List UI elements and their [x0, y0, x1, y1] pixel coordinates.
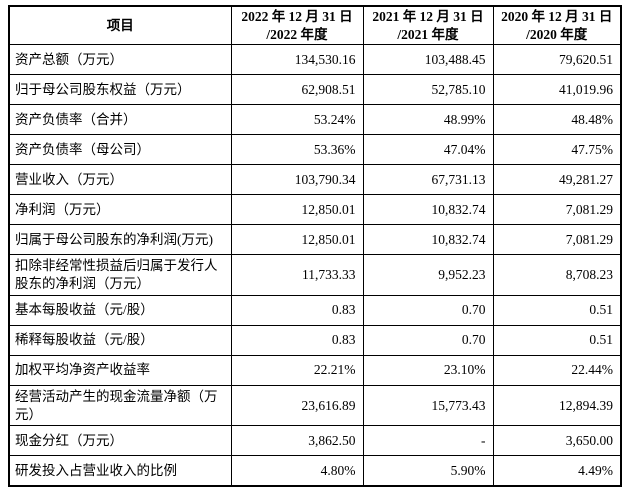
cell-value: 62,908.51: [230, 74, 364, 106]
cell-value: 52,785.10: [362, 74, 494, 106]
cell-value: 0.70: [362, 294, 494, 326]
table-row: 扣除非经常性损益后归属于发行人股东的净利润（万元） 11,733.33 9,95…: [8, 254, 622, 296]
row-label: 经营活动产生的现金流量净额（万元）: [8, 384, 232, 427]
cell-value: 47.75%: [492, 134, 622, 166]
cell-value: 67,731.13: [362, 164, 494, 196]
cell-value: 0.70: [362, 324, 494, 356]
row-label: 资产总额（万元）: [8, 44, 232, 76]
cell-value: 7,081.29: [492, 194, 622, 226]
row-label: 基本每股收益（元/股）: [8, 294, 232, 326]
row-label: 现金分红（万元）: [8, 425, 232, 457]
cell-value: 0.83: [230, 294, 364, 326]
table-row: 资产负债率（母公司） 53.36% 47.04% 47.75%: [8, 134, 622, 166]
row-label: 归于母公司股东权益（万元）: [8, 74, 232, 106]
cell-value: 53.36%: [230, 134, 364, 166]
row-label: 资产负债率（母公司）: [8, 134, 232, 166]
cell-value: 79,620.51: [492, 44, 622, 76]
cell-value: 48.99%: [362, 104, 494, 136]
table-row: 研发投入占营业收入的比例 4.80% 5.90% 4.49%: [8, 455, 622, 487]
row-label: 稀释每股收益（元/股）: [8, 324, 232, 356]
cell-value: 0.51: [492, 294, 622, 326]
cell-value: 10,832.74: [362, 224, 494, 256]
row-label: 资产负债率（合并）: [8, 104, 232, 136]
cell-value: 47.04%: [362, 134, 494, 166]
column-header-item: 项目: [8, 5, 232, 46]
table-row: 营业收入（万元） 103,790.34 67,731.13 49,281.27: [8, 164, 622, 196]
header-row: 项目 2022 年 12 月 31 日 /2022 年度 2021 年 12 月…: [8, 5, 622, 46]
cell-value: 22.44%: [492, 354, 622, 386]
cell-value: 41,019.96: [492, 74, 622, 106]
cell-value: 12,894.39: [492, 384, 622, 427]
cell-value: 22.21%: [230, 354, 364, 386]
table-row: 经营活动产生的现金流量净额（万元） 23,616.89 15,773.43 12…: [8, 384, 622, 427]
cell-value: 11,733.33: [230, 254, 364, 296]
cell-value: 4.80%: [230, 455, 364, 487]
cell-value: 103,488.45: [362, 44, 494, 76]
table-row: 资产负债率（合并） 53.24% 48.99% 48.48%: [8, 104, 622, 136]
cell-value: 5.90%: [362, 455, 494, 487]
cell-value: 23,616.89: [230, 384, 364, 427]
cell-value: 3,862.50: [230, 425, 364, 457]
table-row: 稀释每股收益（元/股） 0.83 0.70 0.51: [8, 324, 622, 356]
row-label: 归属于母公司股东的净利润(万元): [8, 224, 232, 256]
cell-value: 12,850.01: [230, 194, 364, 226]
cell-value: 10,832.74: [362, 194, 494, 226]
cell-value: 23.10%: [362, 354, 494, 386]
cell-value: 53.24%: [230, 104, 364, 136]
column-header-2022: 2022 年 12 月 31 日 /2022 年度: [230, 5, 364, 46]
row-label: 净利润（万元）: [8, 194, 232, 226]
cell-value: 0.83: [230, 324, 364, 356]
cell-value: 7,081.29: [492, 224, 622, 256]
cell-value: 0.51: [492, 324, 622, 356]
financial-summary-table: 项目 2022 年 12 月 31 日 /2022 年度 2021 年 12 月…: [8, 5, 622, 487]
cell-value: 4.49%: [492, 455, 622, 487]
cell-value: 8,708.23: [492, 254, 622, 296]
cell-value: 134,530.16: [230, 44, 364, 76]
table-row: 基本每股收益（元/股） 0.83 0.70 0.51: [8, 294, 622, 326]
financial-summary-table-container: 项目 2022 年 12 月 31 日 /2022 年度 2021 年 12 月…: [8, 5, 622, 487]
table-row: 归属于母公司股东的净利润(万元) 12,850.01 10,832.74 7,0…: [8, 224, 622, 256]
table-row: 归于母公司股东权益（万元） 62,908.51 52,785.10 41,019…: [8, 74, 622, 106]
table-row: 现金分红（万元） 3,862.50 - 3,650.00: [8, 425, 622, 457]
cell-value: 103,790.34: [230, 164, 364, 196]
row-label: 研发投入占营业收入的比例: [8, 455, 232, 487]
cell-value: 15,773.43: [362, 384, 494, 427]
table-row: 加权平均净资产收益率 22.21% 23.10% 22.44%: [8, 354, 622, 386]
table-row: 资产总额（万元） 134,530.16 103,488.45 79,620.51: [8, 44, 622, 76]
column-header-2021: 2021 年 12 月 31 日 /2021 年度: [362, 5, 494, 46]
row-label: 营业收入（万元）: [8, 164, 232, 196]
cell-value: 9,952.23: [362, 254, 494, 296]
table-row: 净利润（万元） 12,850.01 10,832.74 7,081.29: [8, 194, 622, 226]
cell-value: 3,650.00: [492, 425, 622, 457]
column-header-2020: 2020 年 12 月 31 日 /2020 年度: [492, 5, 622, 46]
page: { "table": { "columns": [ { "label": "项目…: [8, 5, 622, 487]
cell-value: 49,281.27: [492, 164, 622, 196]
row-label: 扣除非经常性损益后归属于发行人股东的净利润（万元）: [8, 254, 232, 296]
cell-value: 48.48%: [492, 104, 622, 136]
row-label: 加权平均净资产收益率: [8, 354, 232, 386]
cell-value: 12,850.01: [230, 224, 364, 256]
cell-value: -: [362, 425, 494, 457]
